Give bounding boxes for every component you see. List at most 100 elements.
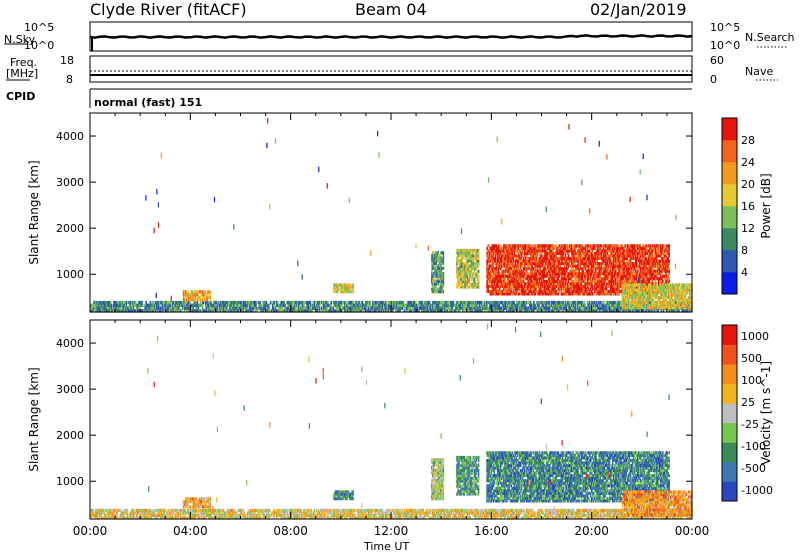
power-cell (246, 309, 249, 313)
power-cell (186, 295, 188, 299)
power-cell (555, 289, 557, 293)
power-cell (354, 306, 356, 310)
power-cell (623, 264, 625, 268)
power-cell (495, 244, 498, 248)
power-cell (524, 284, 526, 288)
power-cell (372, 300, 374, 305)
power-cell (438, 259, 440, 263)
power-cell (642, 277, 644, 281)
power-cell (630, 257, 633, 261)
power-cell (641, 300, 644, 305)
power-cell (506, 289, 508, 293)
power-cell (568, 303, 571, 308)
power-cell (430, 303, 433, 308)
power-cell (223, 300, 226, 305)
power-cell (635, 249, 638, 253)
power-cell (600, 303, 602, 308)
power-cell (544, 269, 547, 273)
power-cell (490, 257, 493, 261)
power-cell (434, 290, 436, 294)
power-cell (200, 303, 203, 308)
power-cell (329, 306, 331, 310)
power-cell (444, 306, 446, 310)
power-cell (493, 272, 496, 276)
power-cell (589, 303, 592, 308)
power-cell (454, 306, 457, 310)
power-cell (637, 251, 639, 255)
power-cell (609, 292, 612, 296)
power-cell (515, 269, 518, 273)
power-cell (629, 251, 632, 255)
power-cell (546, 259, 548, 263)
power-cell (538, 244, 541, 248)
power-cell (579, 289, 581, 293)
power-cell (299, 309, 301, 313)
power-cell (125, 306, 128, 310)
power-cell (584, 289, 587, 293)
power-cell (253, 300, 255, 305)
power-cell (310, 309, 313, 313)
power-cell (626, 264, 629, 268)
power-cell (559, 251, 562, 255)
power-cell (605, 257, 608, 261)
power-cell (97, 303, 99, 308)
power-cell (530, 262, 532, 266)
power-cell (435, 269, 437, 273)
power-cell (534, 267, 536, 271)
power-cell (543, 284, 546, 288)
power-cell (468, 306, 470, 310)
power-cell (322, 303, 324, 308)
power-cell (581, 289, 584, 293)
power-cell (548, 246, 550, 250)
power-cell (460, 272, 462, 276)
power-cell (309, 306, 312, 310)
power-cell (459, 269, 461, 273)
power-cell (543, 274, 546, 278)
power-cell (415, 306, 417, 310)
power-cell (239, 303, 242, 308)
power-cell (347, 285, 349, 289)
power-cell (515, 303, 517, 308)
power-cell (643, 262, 645, 266)
power-cell (405, 309, 408, 313)
power-cell (388, 300, 391, 305)
power-cell (502, 264, 504, 268)
power-cell (650, 267, 653, 271)
power-cell (546, 262, 548, 266)
power-cell (521, 279, 524, 283)
power-cell (156, 309, 159, 313)
power-cell (581, 257, 584, 261)
power-cell (501, 289, 503, 293)
power-cell (436, 256, 438, 260)
power-cell (571, 282, 573, 286)
power-cell (583, 309, 585, 313)
power-cell (501, 282, 503, 286)
power-cell (652, 267, 655, 271)
power-cell (115, 306, 117, 310)
power-cell (347, 306, 349, 310)
power-cell (330, 303, 332, 308)
power-cell (437, 279, 439, 283)
power-cell (489, 257, 492, 261)
power-cell (339, 303, 342, 308)
power-cell (540, 277, 543, 281)
power-cell (440, 256, 443, 260)
power-cell (563, 267, 566, 271)
power-cell (647, 309, 649, 313)
power-cell (340, 290, 343, 294)
power-cell (598, 244, 600, 248)
power-cell (529, 287, 531, 291)
power-cell (595, 262, 597, 266)
power-cell (475, 267, 478, 271)
power-cell (208, 303, 210, 308)
power-cell (565, 259, 568, 263)
power-cell (374, 309, 376, 313)
power-cell (569, 259, 571, 263)
power-cell (475, 303, 478, 308)
power-cell (594, 246, 596, 250)
power-cell (525, 306, 528, 310)
power-cell (648, 251, 651, 255)
power-cell (621, 251, 623, 255)
power-cell (587, 269, 590, 273)
power-cell (683, 309, 686, 313)
